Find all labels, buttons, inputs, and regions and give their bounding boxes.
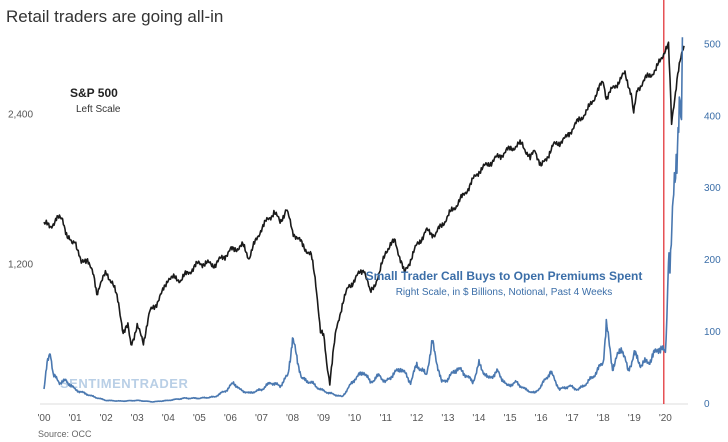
x-tick-label: '00 [37, 413, 50, 424]
series-layer [43, 0, 685, 404]
x-tick-label: '08 [286, 413, 299, 424]
x-tick-label: '16 [535, 413, 548, 424]
x-tick-label: '12 [410, 413, 423, 424]
left-axis: 2,400 1,200 [8, 110, 33, 271]
x-tick-label: '19 [628, 413, 641, 424]
x-tick-label: '05 [193, 413, 206, 424]
calls-sublabel: Right Scale, in $ Billions, Notional, Pa… [396, 287, 613, 298]
calls-line [43, 37, 684, 403]
right-tick-label: 200 [704, 255, 721, 266]
sp500-line [43, 41, 685, 386]
chart-title: Retail traders are going all-in [6, 7, 223, 26]
right-axis: 500 400 300 200 100 0 [704, 39, 721, 410]
x-tick-label: '17 [566, 413, 579, 424]
sp500-sublabel: Left Scale [76, 104, 121, 115]
x-tick-label: '09 [317, 413, 330, 424]
x-tick-label: '13 [441, 413, 454, 424]
x-tick-label: '04 [162, 413, 175, 424]
x-tick-label: '03 [131, 413, 144, 424]
x-tick-label: '14 [472, 413, 485, 424]
watermark: SENTIMENTRADER [60, 376, 188, 391]
right-tick-label: 0 [704, 399, 710, 410]
left-tick-label: 1,200 [8, 260, 33, 271]
left-tick-label: 2,400 [8, 110, 33, 121]
right-tick-label: 100 [704, 327, 721, 338]
x-tick-label: '18 [597, 413, 610, 424]
right-tick-label: 500 [704, 39, 721, 50]
x-tick-label: '02 [100, 413, 113, 424]
sp500-label: S&P 500 [70, 86, 118, 100]
x-tick-label: '11 [380, 413, 393, 424]
x-tick-label: '06 [224, 413, 237, 424]
right-tick-label: 400 [704, 111, 721, 122]
right-tick-label: 300 [704, 183, 721, 194]
x-tick-label: '10 [348, 413, 361, 424]
x-tick-label: '07 [255, 413, 268, 424]
calls-label: Small Trader Call Buys to Open Premiums … [366, 269, 643, 283]
x-axis: '00 '01 '02 '03 '04 '05 '06 '07 '08 '09 '10 '11 '12 '… [37, 403, 688, 424]
x-tick-label: '01 [69, 413, 82, 424]
source-note: Source: OCC [38, 429, 92, 439]
x-tick-label: '15 [503, 413, 516, 424]
x-tick-label: '20 [659, 413, 672, 424]
